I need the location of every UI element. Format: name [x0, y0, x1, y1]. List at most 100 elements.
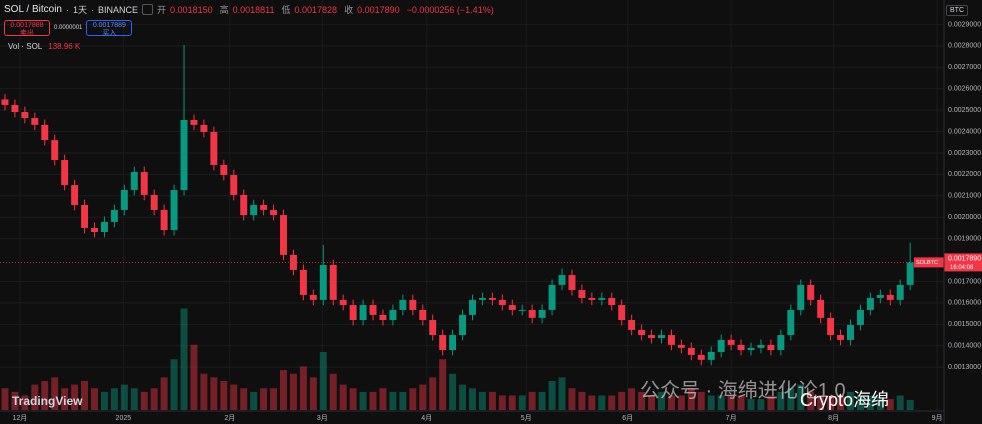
watermark: 公众号 · 海绵进化论1.0 [640, 380, 846, 402]
volume-bar [498, 395, 506, 410]
sell-label: 卖出 [20, 30, 34, 37]
candle-body [51, 140, 59, 161]
interval[interactable]: 1天 [73, 5, 88, 15]
spread: 0.0000001 [54, 25, 83, 31]
candle-body [658, 335, 665, 339]
candle-body [41, 124, 49, 141]
y-tick-label: 0.0023000 [948, 150, 981, 157]
candle-body [389, 309, 397, 321]
volume-bar [459, 384, 467, 410]
candle-body [847, 324, 854, 340]
candle-body [429, 320, 437, 336]
candle-body [827, 317, 835, 336]
low: 0.0017828 [294, 4, 338, 15]
volume-bar [130, 388, 138, 410]
volume-bar [399, 391, 407, 410]
volume-bar [677, 395, 685, 410]
volume-bar [170, 359, 178, 410]
countdown: 16:04:08 [950, 265, 974, 271]
volume-bar [608, 395, 616, 410]
volume-bar [558, 377, 566, 410]
candle-body [280, 215, 287, 255]
y-tick-label: 0.0017000 [948, 278, 981, 285]
candle-body [578, 290, 586, 298]
volume-bar [120, 384, 128, 410]
candle-body [449, 335, 457, 351]
y-tick-label: 0.0019000 [948, 235, 981, 242]
candle-body [439, 335, 447, 351]
volume-bar [21, 395, 29, 410]
candle-body [588, 297, 596, 300]
volume-bar [717, 395, 725, 410]
volume-bar [1, 388, 9, 410]
volume-bar [100, 391, 108, 410]
candle-body [339, 299, 347, 306]
y-tick-label: 0.0015000 [948, 321, 981, 328]
high: 0.0018811 [232, 4, 275, 15]
candle-body [240, 194, 248, 216]
volume-bar [230, 384, 238, 410]
volume-bar [180, 308, 188, 410]
buy-button[interactable]: 0.0017889 买入 [86, 20, 133, 37]
volume-bar [648, 395, 656, 410]
candle-body [817, 299, 825, 318]
candle-body [488, 297, 496, 300]
volume-bar [687, 388, 695, 410]
volume-bar [81, 381, 89, 410]
volume-bar [210, 377, 218, 410]
volume-bar [727, 395, 735, 410]
volume-bar [737, 395, 745, 410]
volume-label: Vol · SOL [8, 42, 43, 51]
candle-body [140, 172, 148, 195]
candle-body [717, 339, 725, 352]
volume-bar [140, 391, 148, 410]
volume-bar [697, 391, 705, 410]
volume-bar [787, 388, 795, 410]
y-tick-label: 0.0027000 [948, 64, 981, 71]
candle-body [459, 314, 467, 336]
y-tick-label: 0.0025000 [948, 107, 981, 114]
candle-body [478, 297, 486, 300]
sell-button[interactable]: 0.0017888 卖出 [4, 20, 50, 37]
candle-body [538, 309, 546, 318]
candle-body [230, 175, 238, 195]
volume-bar [667, 395, 675, 410]
candle-body [299, 269, 307, 295]
candle-body [180, 119, 188, 191]
volume-bar [11, 391, 19, 410]
candle-body [598, 297, 606, 300]
x-tick-label: 2月 [224, 414, 235, 422]
symbol[interactable]: SOL / Bitcoin [4, 4, 62, 15]
y-tick-label: 0.0022000 [948, 171, 981, 178]
volume-bar [618, 391, 626, 410]
volume-bar [767, 395, 775, 410]
last-price-tag [914, 257, 944, 268]
candle-body [628, 320, 636, 330]
volume-bar [598, 395, 606, 410]
candle-body [21, 112, 29, 119]
volume-bar [578, 391, 586, 410]
exchange: BINANCE [98, 4, 139, 15]
candle-body [837, 335, 845, 340]
currency[interactable]: BTC [946, 5, 968, 16]
eye-icon[interactable] [142, 4, 154, 15]
candle-body [787, 309, 795, 336]
candle-body [638, 329, 646, 336]
last-price: 0.0017890 [948, 255, 981, 262]
candle-body [61, 160, 69, 186]
volume-bar [190, 344, 198, 410]
volume-bar [777, 391, 785, 410]
x-tick-label: 7月 [726, 414, 737, 422]
volume-bar [658, 391, 665, 410]
candle-body [469, 299, 476, 315]
candle-body [687, 347, 695, 355]
candle-body [667, 335, 675, 345]
candle-body [648, 335, 656, 339]
candle-body [319, 264, 327, 300]
candle-body [618, 305, 626, 321]
candle-body [707, 351, 715, 360]
volume-bar [508, 395, 516, 410]
candle-body [677, 344, 685, 348]
